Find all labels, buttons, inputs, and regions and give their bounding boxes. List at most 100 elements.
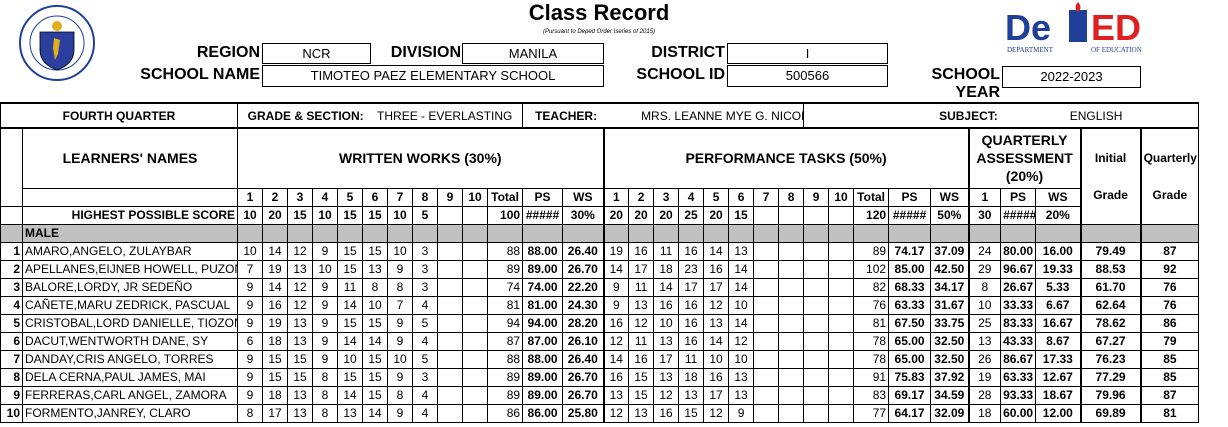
ww-ps: 74.00 [522,277,564,297]
subject-cell: SUBJECT: ENGLISH [803,102,1200,129]
qa-ps: 80.00 [1000,241,1037,261]
pt-ps: 69.17 [888,385,932,405]
quarterly-grade: 76 [1139,295,1200,315]
blank-cell [262,223,289,243]
qa-score: 10 [967,295,1002,315]
learner-row[interactable]: 7 DANDAY,CRIS ANGELO, TORRES 9 15 15 9 10 15 10 5… [0,349,1200,369]
quarterly-label: Quarterly [1143,151,1197,165]
learner-row[interactable]: 10 FORMENTO,JANREY, CLARO 8 17 13 8 13 14 9 4 86 86… [0,403,1200,423]
qa-ws: 18.67 [1035,385,1082,405]
hps-qa-score: 30 [967,205,1002,225]
quarter-cell: FOURTH QUARTER [0,102,239,129]
blank-cell [387,223,414,243]
qa-ws: 16.00 [1035,241,1082,261]
ww-total: 94 [487,313,524,333]
pt-ps: 68.33 [888,277,932,297]
learner-name: CRISTOBAL,LORD DANIELLE, TIOZON [21,313,239,333]
row-number: 7 [0,349,23,369]
pt-score: 16 [678,331,705,351]
qa-ws: 6.67 [1035,295,1082,315]
pt-score: 14 [728,277,755,297]
blank-cell [602,223,630,243]
initial-grade: 76.23 [1079,349,1142,369]
pt-score [803,367,830,387]
pt-score: 16 [653,295,680,315]
ww-score: 18 [262,385,289,405]
ww-score: 13 [287,385,314,405]
ww-total: 88 [487,241,524,261]
qa-ws: 16.67 [1035,313,1082,333]
ww-score: 9 [312,331,339,351]
ww-score: 19 [262,259,289,279]
svg-text:DEPARTMENT: DEPARTMENT [1007,46,1054,54]
pt-score: 16 [602,313,630,333]
pt-score: 13 [653,331,680,351]
ww-score: 9 [387,403,414,423]
blank-cell [412,223,439,243]
hps-ww-ps: ##### [522,205,564,225]
hps-ww-item: 15 [362,205,389,225]
pt-score: 10 [653,313,680,333]
ww-score: 15 [362,367,389,387]
learner-row[interactable]: 6 DACUT,WENTWORTH DANE, SY 6 18 13 9 14 14 9 4 87 8… [0,331,1200,351]
ww-ws: 26.70 [562,367,605,387]
learner-row[interactable]: 5 CRISTOBAL,LORD DANIELLE, TIOZON 9 19 13 9 15… [0,313,1200,333]
pt-ps: 74.17 [888,241,932,261]
pt-item-number: 7 [753,187,780,207]
pt-score: 10 [728,295,755,315]
learner-row[interactable]: 1 AMARO,ANGELO, ZULAYBAR 10 14 12 9 15 15 10 3 88 8… [0,241,1200,261]
hps-ww-item: 10 [312,205,339,225]
ww-score: 13 [362,259,389,279]
initial-grade: 77.29 [1079,367,1142,387]
pt-ws: 32.09 [930,403,970,423]
blank-cell [337,223,364,243]
ww-score: 9 [312,349,339,369]
learner-row[interactable]: 2 APELLANES,EIJNEB HOWELL, PUZON 7 19 13 10 15… [0,259,1200,279]
ww-score [462,385,489,405]
ww-score [437,277,464,297]
ww-score: 10 [387,241,414,261]
learner-row[interactable]: 3 BALORE,LORDY, JR SEDEÑO 9 14 12 9 11 8 8 3 74 74.… [0,277,1200,297]
pt-score: 23 [678,259,705,279]
ww-score: 9 [237,349,264,369]
pt-score [778,295,805,315]
pt-score: 12 [703,295,730,315]
ww-score: 12 [287,295,314,315]
ww-score [437,295,464,315]
ww-ws: 26.40 [562,349,605,369]
blank-cell [778,223,805,243]
teacher-cell: TEACHER: MRS. LEANNE MYE G. NICOLAU [522,102,805,129]
learner-row[interactable]: 8 DELA CERNA,PAUL JAMES, MAI 9 15 15 8 15 15 9 3 8… [0,367,1200,387]
ww-item-number: 7 [387,187,414,207]
initial-grade: 67.27 [1079,331,1142,351]
quarterly-grade-label: Grade [1152,188,1188,202]
ww-score: 8 [237,403,264,423]
ww-score: 3 [412,241,439,261]
qa-ws: 12.00 [1035,403,1082,423]
pt-total: 82 [853,277,890,297]
quarterly-grade: 92 [1139,259,1200,279]
pt-ws: 34.59 [930,385,970,405]
pt-score [753,259,780,279]
pt-score: 18 [678,367,705,387]
pt-score [803,313,830,333]
ww-item-number: 3 [287,187,314,207]
ww-score: 15 [362,349,389,369]
pt-score: 16 [703,367,730,387]
initial-grade: 79.49 [1079,241,1142,261]
group-row-male: MALE [0,223,1200,243]
pt-score: 9 [602,295,630,315]
learner-row[interactable]: 9 FERRERAS,CARL ANGEL, ZAMORA 9 18 13 8 14 15 8 4… [0,385,1200,405]
pt-item-number: 6 [728,187,755,207]
pt-score [778,241,805,261]
ww-score: 10 [387,349,414,369]
pt-score [803,241,830,261]
ww-ps: 89.00 [522,385,564,405]
ww-score: 12 [287,277,314,297]
school-name-value: TIMOTEO PAEZ ELEMENTARY SCHOOL [262,65,604,87]
ww-ws: 26.70 [562,385,605,405]
learner-row[interactable]: 4 CAÑETE,MARU ZEDRICK, PASCUAL 9 16 12 9 14 10 7… [0,295,1200,315]
hps-pt-item: 20 [653,205,680,225]
hps-pt-item [778,205,805,225]
ww-score [437,385,464,405]
